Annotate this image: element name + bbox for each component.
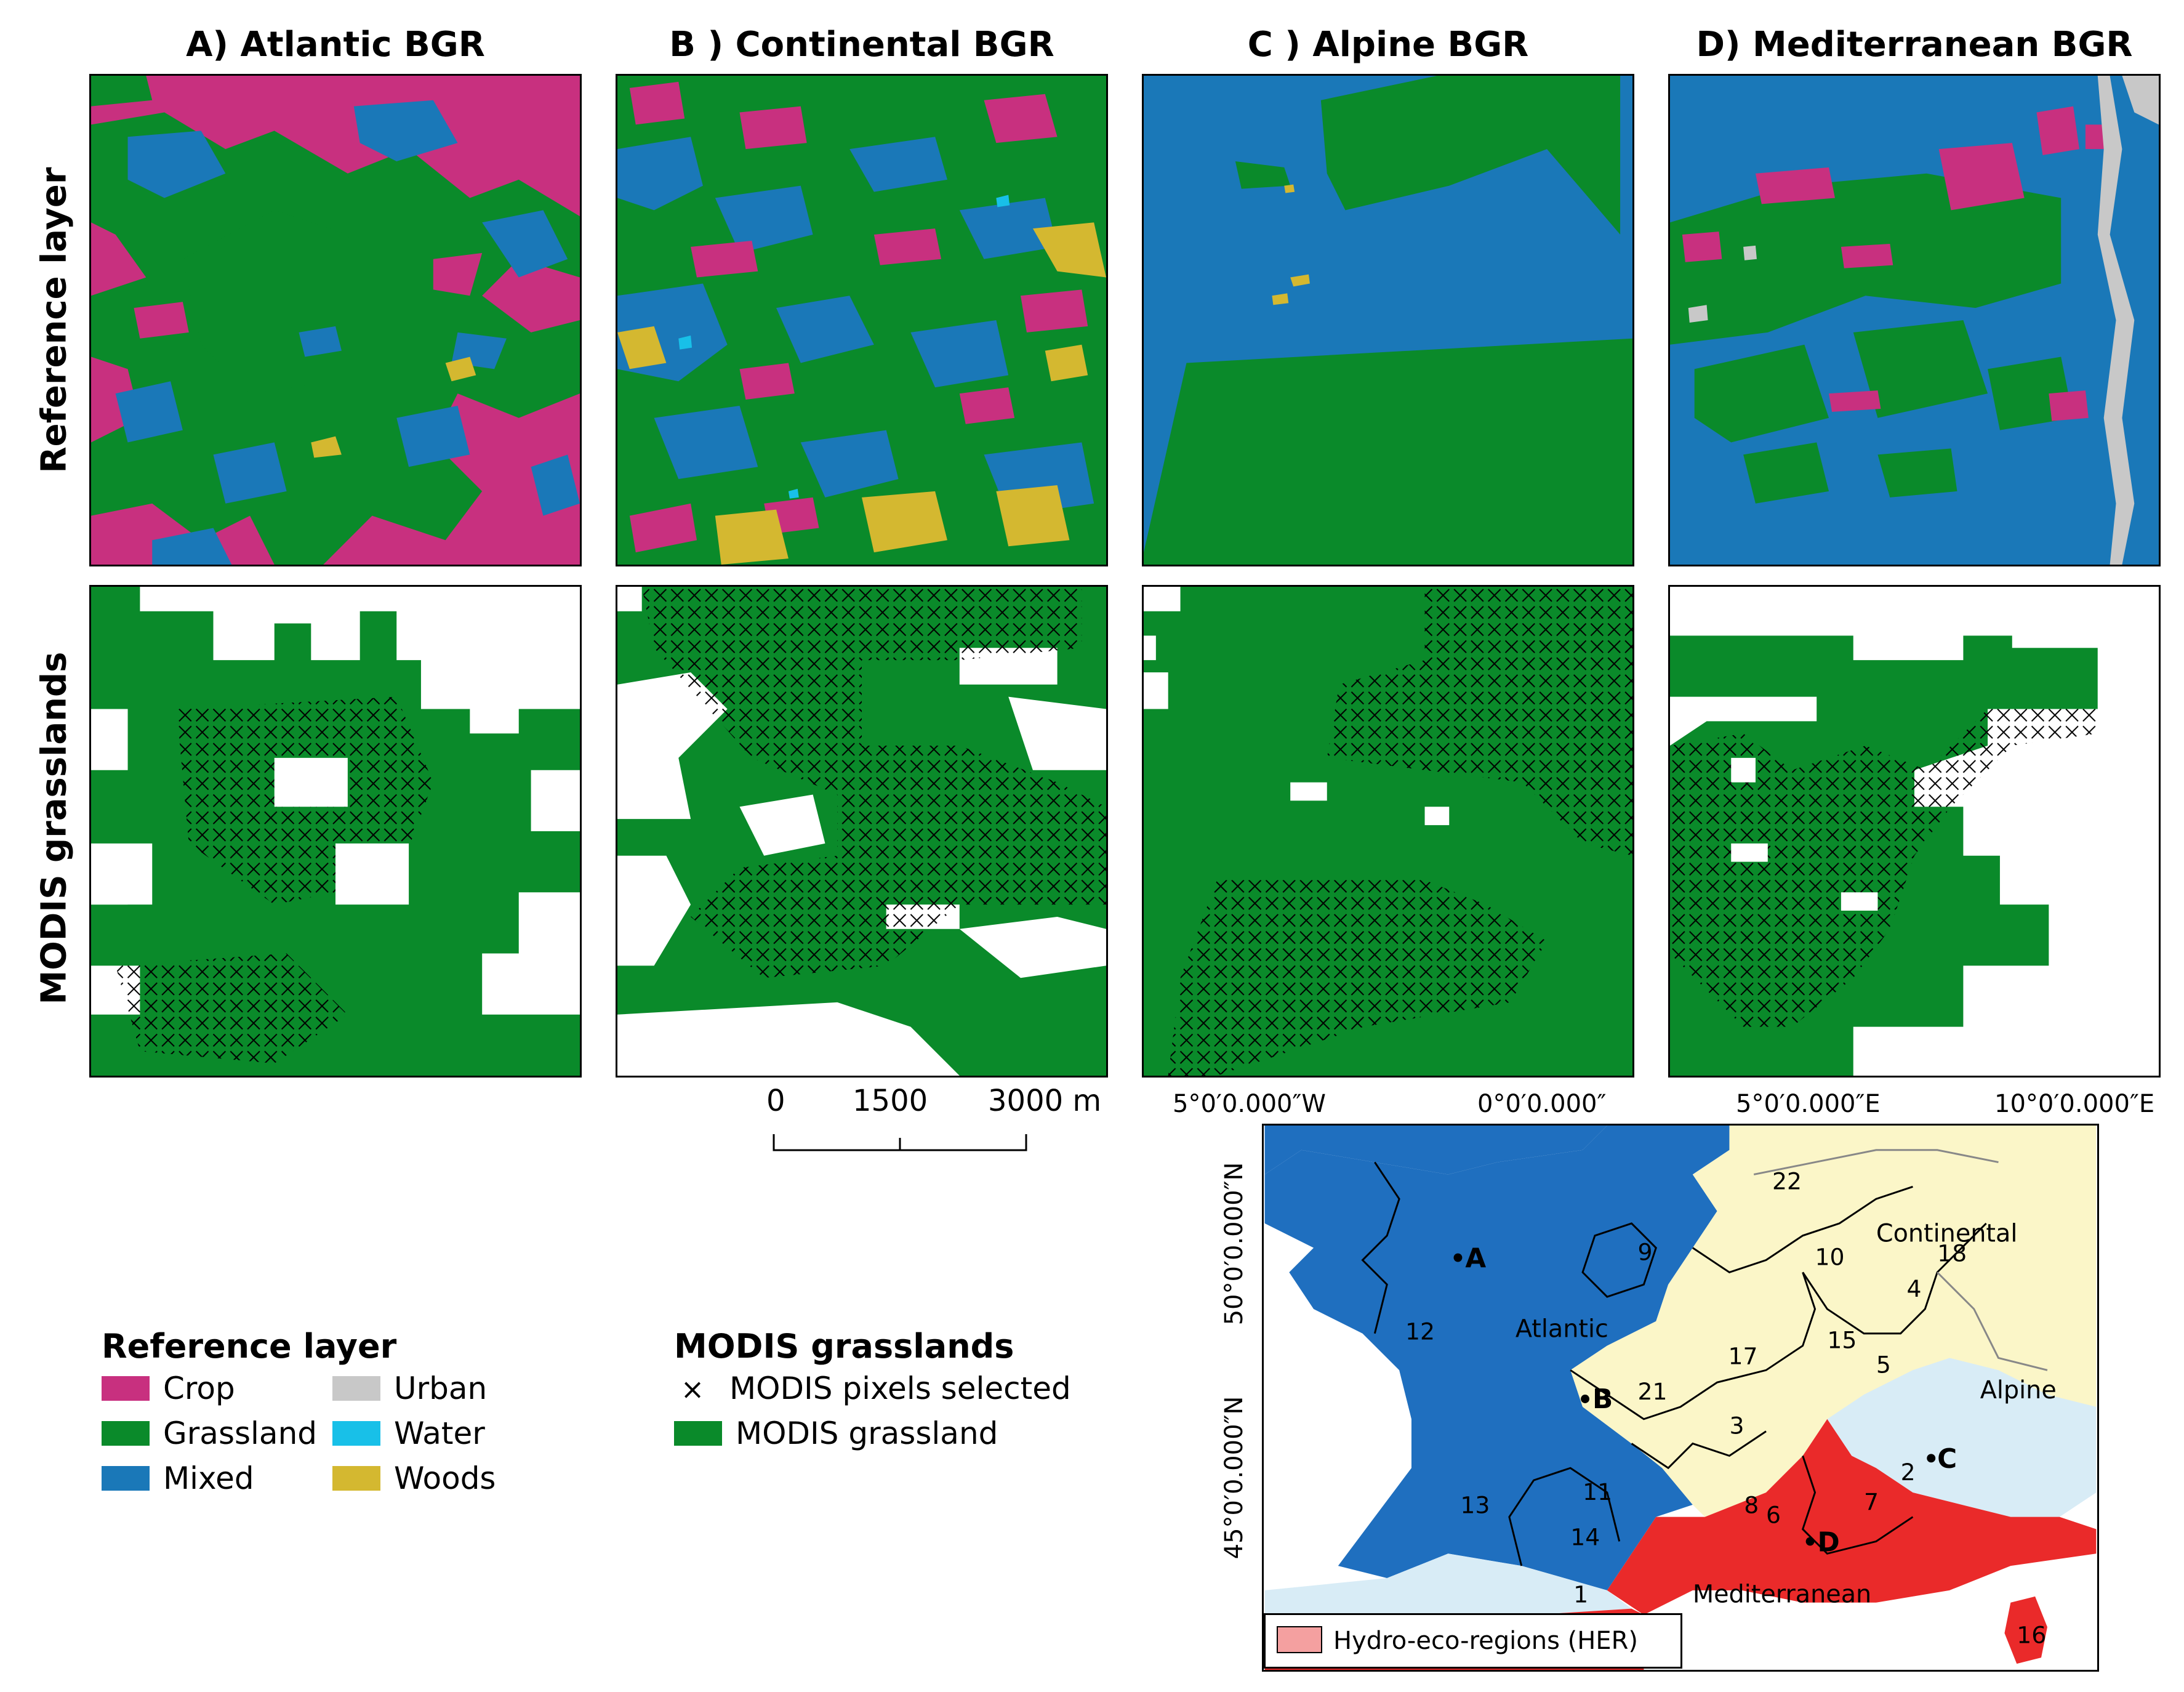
legend-label-crop: Crop [163, 1371, 235, 1406]
region-label-atlantic: Atlantic [1516, 1315, 1608, 1344]
reference-map-alpine [1144, 76, 1632, 565]
region-label-alpine: Alpine [1980, 1376, 2057, 1404]
legend-item-urban: Urban [332, 1370, 487, 1407]
column-title-alpine: C ) Alpine BGR [1247, 25, 1529, 65]
legend-item-modis-grassland: MODIS grassland [674, 1415, 998, 1452]
legend-item-mixed: Mixed [102, 1460, 254, 1497]
her-number-10: 10 [1815, 1243, 1845, 1270]
swatch-modis-grassland [674, 1420, 722, 1446]
column-title-mediterranean: D) Mediterranean BGR [1696, 25, 2133, 65]
her-number-15: 15 [1827, 1327, 1857, 1354]
france-map-svg: A B C D Atlantic Continental Alpine Medi… [1264, 1126, 2097, 1670]
scale-label-3000: 3000 m [988, 1084, 1102, 1118]
modis-panel-alpine [1142, 585, 1634, 1078]
site-label-d: D [1817, 1526, 1839, 1558]
swatch-mixed [102, 1465, 150, 1491]
modis-map-continental [617, 587, 1106, 1076]
x-tick-5e: 5°0′0.000″E [1736, 1090, 1881, 1118]
region-label-mediterranean: Mediterranean [1693, 1581, 1871, 1609]
legend-label-mixed: Mixed [163, 1460, 254, 1496]
legend-item-grassland: Grassland [102, 1415, 317, 1452]
site-marker-a-dot [1453, 1253, 1463, 1262]
x-tick-5w: 5°0′0.000″W [1173, 1090, 1326, 1118]
reference-panel-atlantic [89, 74, 582, 566]
legend-label-water: Water [394, 1416, 485, 1451]
swatch-grassland [102, 1420, 150, 1446]
x-mark-icon: × [680, 1372, 705, 1406]
site-label-b: B [1592, 1384, 1613, 1415]
reference-map-atlantic [91, 76, 580, 565]
her-number-22: 22 [1772, 1167, 1802, 1194]
site-label-c: C [1937, 1443, 1957, 1475]
her-legend-label: Hydro-eco-regions (HER) [1333, 1627, 1639, 1655]
modis-map-atlantic [91, 587, 580, 1076]
modis-panel-mediterranean [1668, 585, 2161, 1078]
column-title-continental: B ) Continental BGR [669, 25, 1054, 65]
legend-reference-title: Reference layer [102, 1327, 397, 1366]
legend-label-modis-grassland: MODIS grassland [736, 1416, 998, 1451]
reference-map-continental [617, 76, 1106, 565]
legend-label-grassland: Grassland [163, 1416, 317, 1451]
her-legend: Hydro-eco-regions (HER) [1264, 1613, 1682, 1669]
legend-label-woods: Woods [394, 1460, 496, 1496]
modis-map-mediterranean [1670, 587, 2159, 1076]
her-number-7: 7 [1864, 1488, 1879, 1515]
her-number-21: 21 [1637, 1378, 1667, 1405]
legend-label-modis-selected: MODIS pixels selected [729, 1371, 1071, 1406]
her-number-13: 13 [1460, 1492, 1490, 1519]
her-number-17: 17 [1728, 1342, 1757, 1369]
swatch-woods [332, 1465, 380, 1491]
her-number-12: 12 [1405, 1318, 1435, 1345]
scale-label-0: 0 [766, 1084, 785, 1118]
swatch-crop [102, 1376, 150, 1401]
x-tick-0: 0°0′0.000″ [1477, 1090, 1607, 1118]
site-marker-c-dot [1927, 1454, 1936, 1463]
reference-panel-mediterranean [1668, 74, 2161, 566]
her-number-1: 1 [1573, 1581, 1588, 1608]
modis-map-alpine [1144, 587, 1632, 1076]
region-label-continental: Continental [1876, 1220, 2018, 1248]
modis-panel-continental [616, 585, 1108, 1078]
legend-item-water: Water [332, 1415, 485, 1452]
row-label-modis-grasslands: MODIS grasslands [34, 651, 74, 1005]
site-label-a: A [1465, 1243, 1486, 1274]
her-number-8: 8 [1744, 1492, 1759, 1519]
legend-label-urban: Urban [394, 1371, 488, 1406]
her-legend-swatch [1277, 1626, 1322, 1653]
y-tick-50n: 50°0′0.000″N [1220, 1162, 1248, 1326]
scale-label-1500: 1500 [853, 1084, 928, 1118]
modis-panel-atlantic [89, 585, 582, 1078]
y-tick-45n: 45°0′0.000″N [1220, 1396, 1248, 1560]
her-number-2: 2 [1901, 1459, 1916, 1486]
swatch-urban [332, 1376, 380, 1401]
reference-panel-alpine [1142, 74, 1634, 566]
swatch-water [332, 1420, 380, 1446]
scale-bar-line [773, 1134, 1027, 1151]
france-overview-map: A B C D Atlantic Continental Alpine Medi… [1262, 1124, 2099, 1672]
column-title-atlantic: A) Atlantic BGR [186, 25, 485, 65]
her-number-3: 3 [1729, 1412, 1744, 1440]
her-number-11: 11 [1583, 1478, 1612, 1505]
site-marker-b-dot [1581, 1395, 1590, 1403]
her-number-4: 4 [1907, 1275, 1922, 1302]
her-number-6: 6 [1766, 1502, 1781, 1529]
reference-panel-continental [616, 74, 1108, 566]
legend-item-modis-selected: × MODIS pixels selected [674, 1370, 1071, 1407]
legend-item-crop: Crop [102, 1370, 235, 1407]
her-number-16: 16 [2017, 1621, 2046, 1648]
legend-modis-title: MODIS grasslands [674, 1327, 1014, 1366]
row-label-reference-layer: Reference layer [34, 167, 74, 473]
reference-map-mediterranean [1670, 76, 2159, 565]
legend-item-woods: Woods [332, 1460, 496, 1497]
her-number-14: 14 [1570, 1523, 1600, 1550]
her-number-9: 9 [1637, 1239, 1652, 1266]
her-number-5: 5 [1876, 1351, 1891, 1378]
x-tick-10e: 10°0′0.000″E [1994, 1090, 2155, 1118]
site-marker-d-dot [1805, 1537, 1815, 1546]
scale-bar: 0 1500 3000 m [766, 1084, 1101, 1158]
her-number-18: 18 [1937, 1240, 1967, 1267]
